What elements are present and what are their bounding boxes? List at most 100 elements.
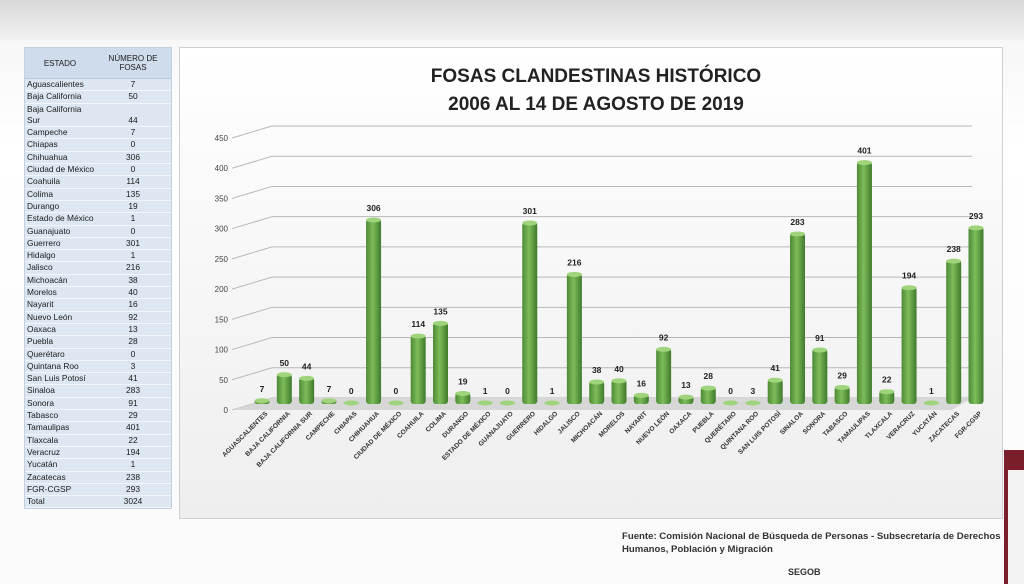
- table-cell-count: 22: [128, 434, 138, 445]
- table-cell-count: 135: [126, 188, 140, 199]
- table-cell-count: 3024: [123, 496, 143, 507]
- table-cell-count: 91: [128, 397, 138, 408]
- bar-cap: [834, 384, 850, 390]
- table-row: Tamaulipas 401: [25, 422, 171, 435]
- bar: [299, 377, 315, 404]
- table-cell-state: San Luis Potosí: [27, 373, 86, 384]
- table-cell-count: 38: [128, 274, 138, 285]
- bar: [946, 260, 962, 404]
- bar-value-label: 0: [349, 386, 354, 396]
- bar-cap: [589, 379, 605, 385]
- gridline-perspective: [231, 155, 273, 169]
- bar: [522, 222, 538, 404]
- bar-chart: FOSAS CLANDESTINAS HISTÓRICO 2006 AL 14 …: [215, 65, 984, 469]
- table-cell-state: Guerrero: [27, 237, 61, 248]
- bar-cap: [321, 398, 337, 404]
- table-row: Querétaro 0: [25, 349, 171, 361]
- bar-cap: [477, 400, 493, 406]
- chart-panel: FOSAS CLANDESTINAS HISTÓRICO 2006 AL 14 …: [179, 47, 1003, 519]
- table-cell-state: FGR-CGSP: [27, 483, 72, 494]
- table-row: Yucatán 1: [25, 459, 171, 472]
- bar-value-label: 1: [483, 386, 488, 396]
- table-cell-state: Guanajuato: [27, 225, 71, 236]
- table-cell-count: 44: [128, 114, 138, 125]
- bar-value-label: 41: [770, 363, 780, 373]
- chart-title-line1: FOSAS CLANDESTINAS HISTÓRICO: [431, 65, 761, 87]
- bar-value-label: 22: [882, 375, 892, 385]
- table-cell-state: Sonora: [27, 397, 55, 408]
- bar-cap: [812, 347, 828, 353]
- table-cell-state: Veracruz: [27, 446, 61, 457]
- table-cell-count: 301: [126, 237, 140, 248]
- table-cell-state: Aguascalientes: [27, 79, 84, 89]
- table-row: Zacatecas 238: [25, 472, 171, 484]
- bar-value-label: 306: [366, 203, 380, 213]
- bar-cap: [946, 258, 962, 264]
- gridline-perspective: [231, 276, 273, 290]
- table-cell-count: 29: [128, 410, 138, 421]
- gridline-perspective: [231, 125, 273, 139]
- bar-cap: [276, 372, 292, 378]
- bar-value-label: 301: [523, 206, 537, 216]
- bar: [700, 387, 716, 404]
- bar-value-label: 44: [302, 361, 312, 371]
- table-row: Tabasco 29: [25, 410, 171, 423]
- bar: [767, 379, 783, 404]
- y-tick-label: 300: [215, 225, 229, 234]
- bar-value-label: 7: [327, 384, 332, 394]
- table-cell-count: 41: [128, 373, 138, 384]
- bar-cap: [410, 333, 426, 339]
- table-cell-count: 28: [128, 336, 138, 347]
- table-row: Baja California 50: [25, 91, 171, 104]
- x-category-label: QUINTANA ROO: [719, 410, 760, 451]
- y-tick-label: 100: [215, 346, 229, 355]
- corner-decoration-inner: [1008, 470, 1024, 584]
- bar-cap: [499, 400, 515, 406]
- bar-cap: [678, 394, 694, 400]
- bar: [856, 161, 872, 404]
- bar-value-label: 13: [681, 380, 691, 390]
- gridline-perspective: [231, 185, 273, 199]
- bar-cap: [611, 378, 627, 384]
- bar: [589, 381, 605, 404]
- table-cell-count: 216: [126, 262, 140, 273]
- bar-value-label: 238: [947, 244, 961, 254]
- bar-cap: [433, 320, 448, 326]
- y-tick-label: 350: [215, 194, 229, 203]
- chart-title-line2: 2006 AL 14 DE AGOSTO DE 2019: [448, 94, 744, 115]
- bar-cap: [923, 400, 939, 406]
- bar: [366, 219, 382, 404]
- y-tick-label: 0: [224, 406, 229, 415]
- bar: [901, 286, 917, 404]
- bar-value-label: 194: [902, 271, 916, 281]
- table-cell-state: Michoacán: [27, 274, 68, 285]
- table-cell-count: 293: [126, 483, 140, 494]
- table-header: ESTADO NÚMERO DE FOSAS: [25, 48, 171, 79]
- table-body: Aguascalientes 7 Baja California 50 Baja Cal…: [25, 79, 171, 509]
- table-row: Hidalgo 1: [25, 250, 171, 263]
- table-cell-state: Nuevo León: [27, 311, 73, 322]
- table-cell-state: Baja California: [27, 91, 82, 102]
- table-row: Morelos 40: [25, 287, 171, 300]
- table-cell-state: Estado de México: [27, 213, 94, 224]
- x-category-label: HIDALGO: [533, 410, 559, 436]
- table-row: Chihuahua 306: [25, 151, 171, 165]
- table-row: Sinaloa 283: [25, 385, 171, 398]
- gridline-perspective: [231, 246, 273, 260]
- bar: [276, 373, 292, 404]
- bar-cap: [254, 398, 270, 404]
- table-cell-state: Durango: [27, 200, 60, 211]
- table-row: Aguascalientes 7: [25, 79, 171, 92]
- table-cell-state: Sinaloa: [27, 385, 55, 396]
- top-band: [0, 0, 1024, 40]
- table-cell-state: Total: [27, 496, 45, 507]
- bar-value-label: 1: [550, 386, 555, 396]
- table-cell-count: 306: [126, 151, 140, 162]
- table-cell-state: Yucatán: [27, 459, 58, 470]
- bar-value-label: 92: [659, 332, 669, 342]
- table-cell-count: 50: [128, 91, 138, 102]
- bar-cap: [544, 400, 560, 406]
- bar-value-label: 16: [637, 378, 647, 388]
- table-row: Nuevo León 92: [25, 312, 171, 324]
- table-cell-count: 1: [130, 459, 136, 470]
